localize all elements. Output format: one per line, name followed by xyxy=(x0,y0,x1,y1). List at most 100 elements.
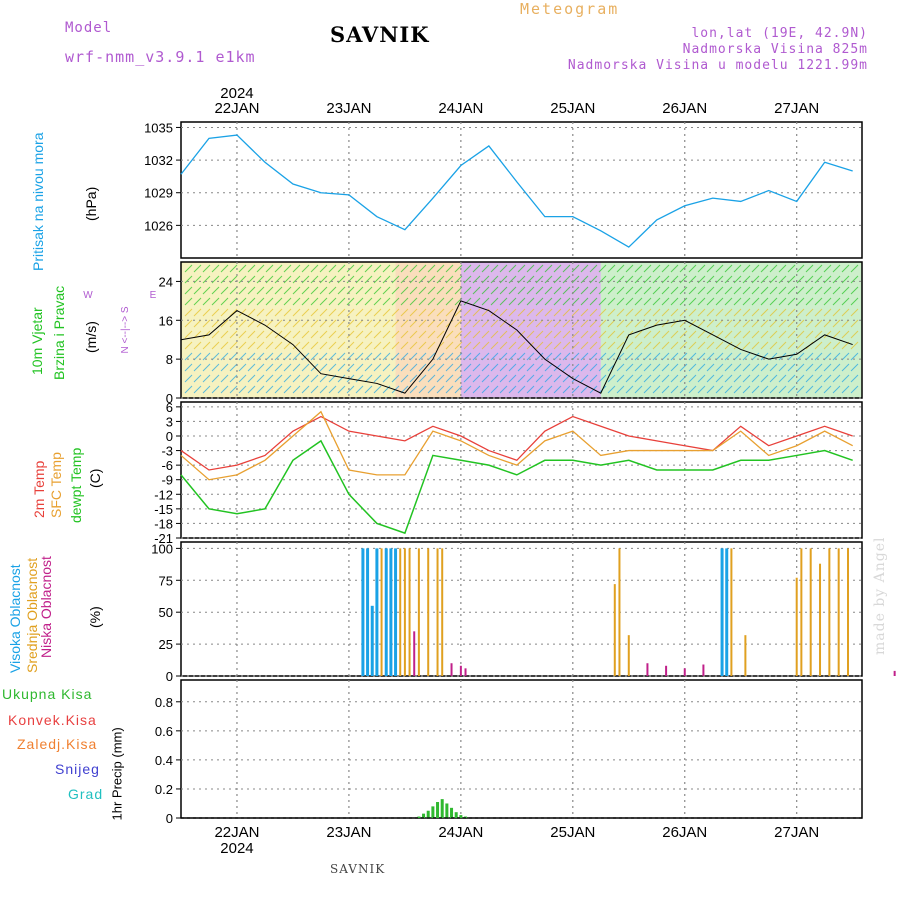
wind-barb xyxy=(832,308,841,317)
wind-barb xyxy=(544,341,553,350)
wind-barb xyxy=(184,330,193,339)
wind-barb xyxy=(418,341,427,350)
cloud-mid-bar xyxy=(744,635,747,676)
wind-barb xyxy=(796,341,805,350)
wind-barb xyxy=(769,363,778,372)
wind-barb xyxy=(661,363,670,372)
wind-barb xyxy=(814,308,823,317)
wind-barb xyxy=(832,319,841,328)
wind-barb xyxy=(193,374,202,383)
station-footer: SAVNIK xyxy=(330,862,386,876)
wind-barb xyxy=(445,275,454,284)
wind-barb xyxy=(328,275,337,284)
wind-barb xyxy=(679,308,688,317)
bottom-day-label-27JAN: 27JAN xyxy=(774,824,819,841)
y-tick-label: 3 xyxy=(166,414,173,429)
wind-barb xyxy=(652,308,661,317)
wind-barb xyxy=(841,297,850,306)
wind-barb xyxy=(697,275,706,284)
wind-barb xyxy=(427,297,436,306)
wind-barb xyxy=(661,385,670,394)
wind-barb xyxy=(364,341,373,350)
wind-barb xyxy=(769,374,778,383)
wind-barb xyxy=(589,286,598,295)
wind-barb xyxy=(247,341,256,350)
wind-barb xyxy=(337,385,346,394)
wind-barb xyxy=(337,363,346,372)
wind-barb xyxy=(616,297,625,306)
wind-barb xyxy=(373,286,382,295)
wind-barb xyxy=(796,308,805,317)
wind-barb xyxy=(580,275,589,284)
wind-barb xyxy=(328,264,337,273)
wind-barb xyxy=(427,363,436,372)
wind-barb xyxy=(481,286,490,295)
wind-barb xyxy=(292,308,301,317)
wind-barb xyxy=(508,374,517,383)
wind-barb xyxy=(391,374,400,383)
wind-barb xyxy=(310,286,319,295)
wind-barb xyxy=(319,374,328,383)
wind-barb xyxy=(805,363,814,372)
wind-barb xyxy=(679,297,688,306)
wind-barb xyxy=(553,297,562,306)
wind-barb xyxy=(508,286,517,295)
wind-barb xyxy=(706,308,715,317)
precip-total-bar xyxy=(459,815,463,818)
wind-barb xyxy=(283,264,292,273)
wind-barb xyxy=(814,385,823,394)
wind-barb xyxy=(400,352,409,361)
wind-barb xyxy=(292,330,301,339)
wind-barb xyxy=(247,330,256,339)
wind-barb xyxy=(310,330,319,339)
wind-barb xyxy=(472,352,481,361)
wind-barb xyxy=(427,330,436,339)
cloud-low-bar xyxy=(464,668,467,676)
wind-barb xyxy=(382,352,391,361)
wind-barb xyxy=(652,264,661,273)
wind-barb xyxy=(364,374,373,383)
wind-barb xyxy=(841,352,850,361)
wind-barb xyxy=(697,319,706,328)
wind-barb xyxy=(301,330,310,339)
wind-barb xyxy=(328,319,337,328)
wind-barb xyxy=(670,363,679,372)
y-tick-label: 6 xyxy=(166,400,173,415)
y-tick-label: -21 xyxy=(154,531,173,546)
y-tick-label: 0.2 xyxy=(155,782,173,797)
wind-barb xyxy=(310,275,319,284)
wind-barb xyxy=(832,297,841,306)
wind-barb xyxy=(625,297,634,306)
wind-barb xyxy=(535,341,544,350)
wind-barb xyxy=(283,275,292,284)
y-tick-label: 1026 xyxy=(144,218,173,233)
wind-barb xyxy=(832,363,841,372)
wind-barb xyxy=(724,341,733,350)
wind-barb xyxy=(661,264,670,273)
cloud-low-bar xyxy=(665,665,668,676)
wind-barb xyxy=(643,286,652,295)
wind-barb xyxy=(355,341,364,350)
wind-barb xyxy=(670,308,679,317)
wind-barb xyxy=(328,363,337,372)
wind-barb xyxy=(688,385,697,394)
wind-barb xyxy=(292,374,301,383)
elevation-text: Nadmorska Visina 825m xyxy=(682,42,868,57)
wind-barb xyxy=(598,330,607,339)
panel-frame-4 xyxy=(180,679,863,819)
wind-barb xyxy=(490,352,499,361)
precip-total-bar xyxy=(417,816,421,818)
wind-barb xyxy=(742,352,751,361)
wind-barb xyxy=(454,352,463,361)
wind-barb xyxy=(805,286,814,295)
wind-barb xyxy=(418,352,427,361)
wind-barb xyxy=(256,363,265,372)
wind-barb xyxy=(553,330,562,339)
wind-barb xyxy=(787,319,796,328)
wind-barb xyxy=(256,275,265,284)
wind-barb xyxy=(733,264,742,273)
wind-barb xyxy=(238,275,247,284)
wind-barb xyxy=(733,374,742,383)
wind-barb xyxy=(238,308,247,317)
y-tick-label: 0 xyxy=(166,811,173,826)
